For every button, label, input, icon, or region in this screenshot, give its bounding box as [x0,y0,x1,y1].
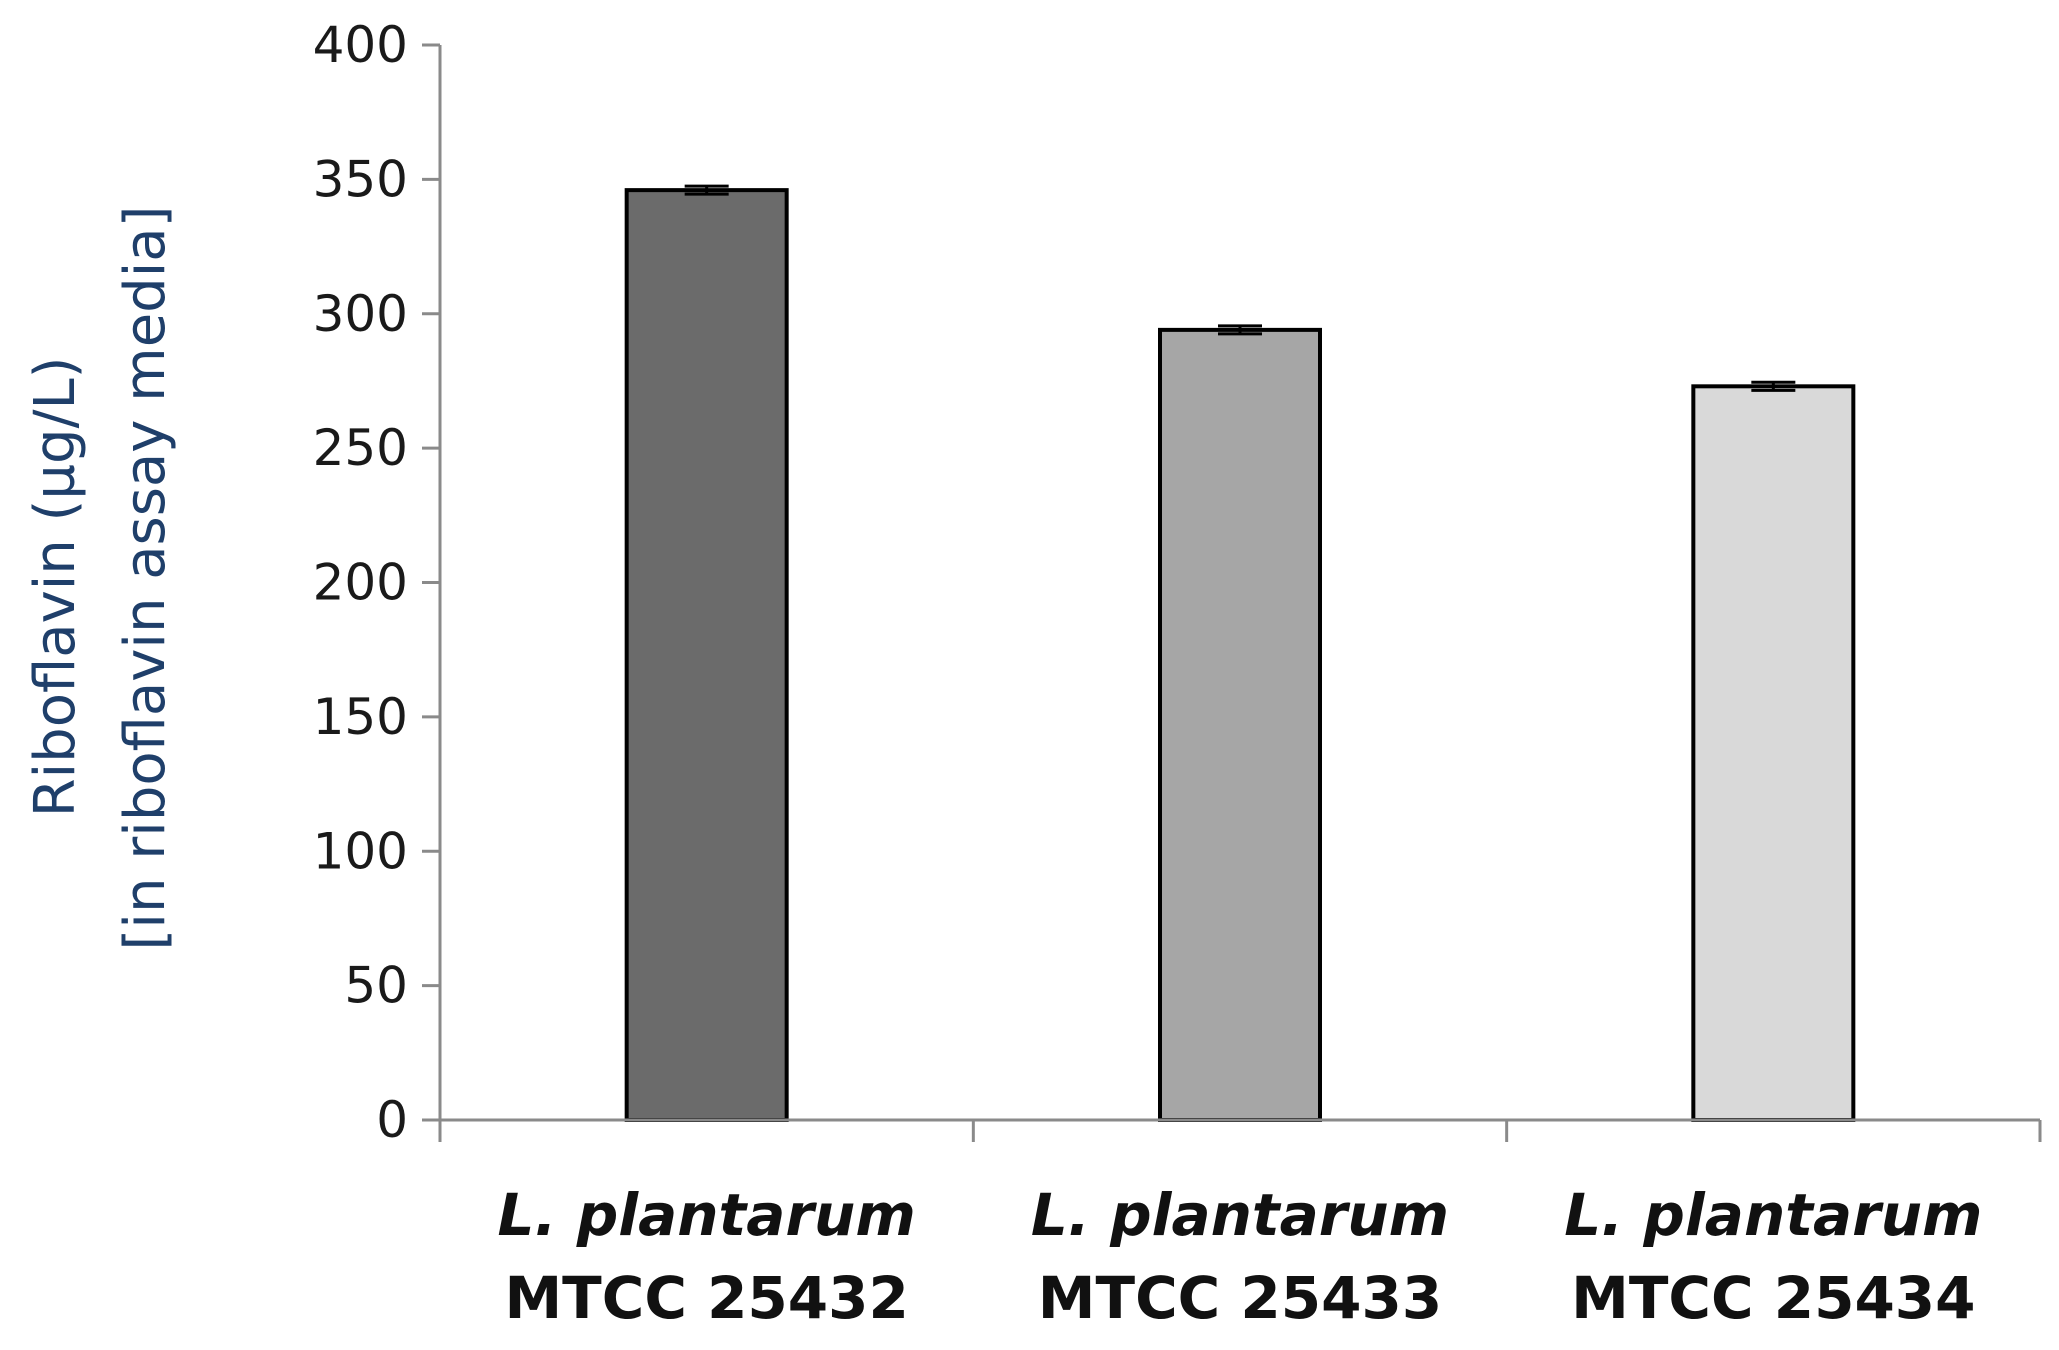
y-axis-title-line-1: Riboflavin (µg/L) [23,357,88,818]
y-tick-label: 0 [376,1091,408,1149]
y-axis: 0 50 100 150 200 250 300 350 400 [313,16,442,1149]
y-axis-title: Riboflavin (µg/L) [in riboflavin assay m… [23,206,178,951]
y-tick-label: 200 [313,554,408,612]
y-tick-label: 50 [344,957,408,1015]
bars [624,184,1856,1122]
x-category-strain-label: MTCC 25433 [1038,1264,1442,1332]
y-tick-label: 150 [313,688,408,746]
x-category-strain-label: MTCC 25434 [1571,1264,1975,1332]
x-axis: L. plantarum MTCC 25432 L. plantarum MTCC 2… [438,1118,2042,1332]
x-category-strain-label: MTCC 25432 [504,1264,908,1332]
bar [1691,384,1856,1122]
x-category-species-label: L. plantarum [498,1181,916,1249]
bar [624,188,789,1122]
y-axis-title-line-2: [in riboflavin assay media] [113,206,178,951]
bar [1158,327,1322,1122]
y-tick-label: 250 [313,419,408,477]
x-category-species-label: L. plantarum [1564,1181,1982,1249]
y-tick-label: 100 [313,822,408,880]
y-tick-label: 350 [313,150,408,208]
y-tick-label: 300 [313,285,408,343]
y-tick-label: 400 [313,16,408,74]
x-category-species-label: L. plantarum [1031,1181,1449,1249]
